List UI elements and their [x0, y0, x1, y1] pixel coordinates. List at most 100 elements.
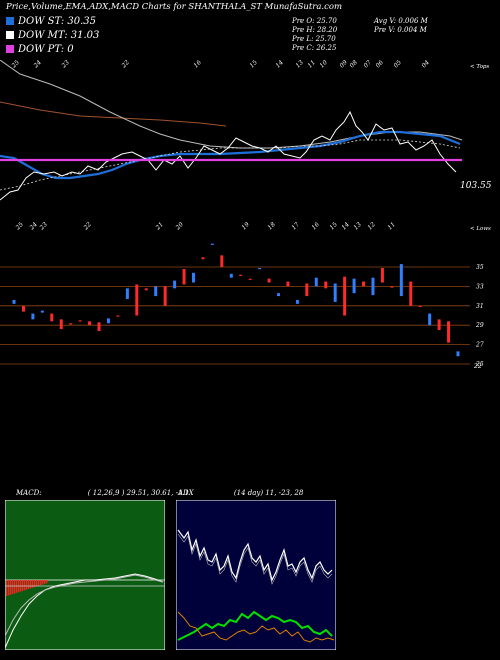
candle: [21, 305, 25, 312]
date-label: 09: [338, 60, 348, 69]
date-label: 16: [192, 60, 202, 69]
candle: [31, 313, 35, 320]
candle: [343, 276, 347, 316]
candle: [173, 280, 177, 289]
candle: [371, 277, 375, 296]
macd-panel: [5, 500, 165, 650]
candle: [399, 264, 403, 297]
candle: [135, 284, 139, 316]
candle: [380, 267, 384, 283]
macd-histogram-bar: [10, 580, 12, 595]
date-label: 23: [60, 60, 71, 70]
macd-histogram-bar: [12, 580, 14, 595]
macd-histogram-bar: [30, 580, 32, 589]
candle: [390, 286, 394, 288]
candle-panel: 25 24 23 22 21 20 19 18 17 16 15 14 13 1…: [0, 222, 491, 370]
candle: [78, 320, 82, 322]
date-label: 25: [14, 222, 25, 232]
macd-title: MACD:: [16, 489, 42, 497]
candle: [409, 281, 413, 306]
date-label: 08: [348, 60, 358, 69]
macd-histogram-bar: [42, 580, 44, 585]
macd-label: MACD: ( 12,26,9 ) 29.51, 30.61, -1.1: [16, 489, 189, 497]
macd-histogram-bar: [44, 580, 46, 584]
candle: [248, 278, 252, 280]
candle: [286, 281, 290, 287]
bottom-note: 22: [473, 363, 482, 370]
candle: [447, 321, 451, 343]
price-level-label: 31: [476, 303, 484, 310]
price-level-label: 29: [475, 322, 484, 329]
candle: [210, 243, 214, 245]
last-price-label: 103.55: [460, 181, 492, 191]
macd-histogram-bar: [28, 580, 30, 589]
legend-dow-st: DOW ST: 30.35: [6, 16, 96, 27]
stat-volume: Pre V: 0.004 M: [374, 26, 427, 34]
candle: [314, 277, 318, 287]
candle: [201, 257, 205, 260]
candle: [163, 286, 167, 306]
stat-high: Pre H: 28.20: [292, 26, 338, 34]
price-level-label: 33: [476, 283, 484, 290]
legend-dow-mt: DOW MT: 31.03: [6, 30, 99, 41]
date-label: 13: [352, 222, 362, 231]
candle: [239, 274, 243, 276]
candle: [191, 272, 195, 283]
date-label: 06: [374, 60, 384, 69]
price-levels: 35 33 31 29 27 25: [0, 264, 484, 368]
date-label: 11: [386, 222, 396, 231]
macd-line: [5, 573, 164, 649]
date-label: 21: [154, 222, 165, 232]
di-plus-shadow-line: [177, 533, 333, 585]
candle: [154, 286, 158, 297]
macd-histogram-bar: [16, 580, 18, 593]
candle-top-date-labels: 25 24 23 22 21 20 19 18 17 16 15 14 13 1…: [14, 222, 397, 232]
macd-histogram-bar: [24, 580, 26, 591]
date-label: 04: [420, 60, 430, 69]
legend-swatch-pt: [6, 45, 14, 53]
legend-swatch-mt: [6, 31, 14, 39]
date-label: 24: [28, 222, 39, 232]
price-level-label: 35: [476, 264, 484, 271]
candle: [258, 267, 262, 270]
candle: [69, 323, 73, 325]
price-level-label: 27: [475, 342, 484, 349]
date-label: 22: [82, 222, 93, 232]
macd-histogram-bar: [8, 580, 10, 596]
di-plus-line: [177, 529, 333, 582]
candle: [88, 321, 92, 326]
macd-histogram-bar: [6, 580, 8, 596]
candle: [59, 319, 63, 330]
legend-dow-pt-label: DOW PT: 0: [18, 44, 74, 55]
macd-values: ( 12,26,9 ) 29.51, 30.61, -1.1: [87, 489, 190, 497]
date-label: 10: [318, 60, 328, 69]
macd-signal-line: [5, 574, 164, 637]
macd-histogram-bar: [14, 580, 16, 594]
stat-avg-volume: Avg V: 0.006 M: [374, 17, 428, 25]
candle: [267, 278, 271, 283]
price-level-label: 25: [475, 361, 484, 368]
macd-histogram-bar: [22, 580, 24, 591]
date-label: 14: [340, 222, 350, 231]
date-label: 19: [240, 222, 250, 231]
date-label: 17: [290, 222, 300, 231]
candle: [50, 313, 54, 322]
stat-close: Pre C: 26.25: [292, 44, 337, 52]
candle: [125, 288, 129, 300]
date-label: 18: [266, 222, 276, 231]
date-label: 12: [366, 222, 376, 231]
date-label: 20: [174, 222, 185, 232]
date-label: 23: [38, 222, 49, 232]
candle: [220, 255, 224, 267]
date-label: 13: [294, 60, 304, 69]
date-label: 25: [10, 60, 21, 70]
candle: [116, 315, 120, 317]
date-label: 16: [310, 222, 320, 231]
candle: [418, 305, 422, 307]
stat-open: Pre O: 25.70: [292, 17, 337, 25]
candle: [437, 319, 441, 331]
candle: [40, 310, 44, 313]
macd-histogram-bar: [36, 580, 38, 587]
macd-histogram-bar: [34, 580, 36, 588]
adx-line: [177, 610, 333, 641]
